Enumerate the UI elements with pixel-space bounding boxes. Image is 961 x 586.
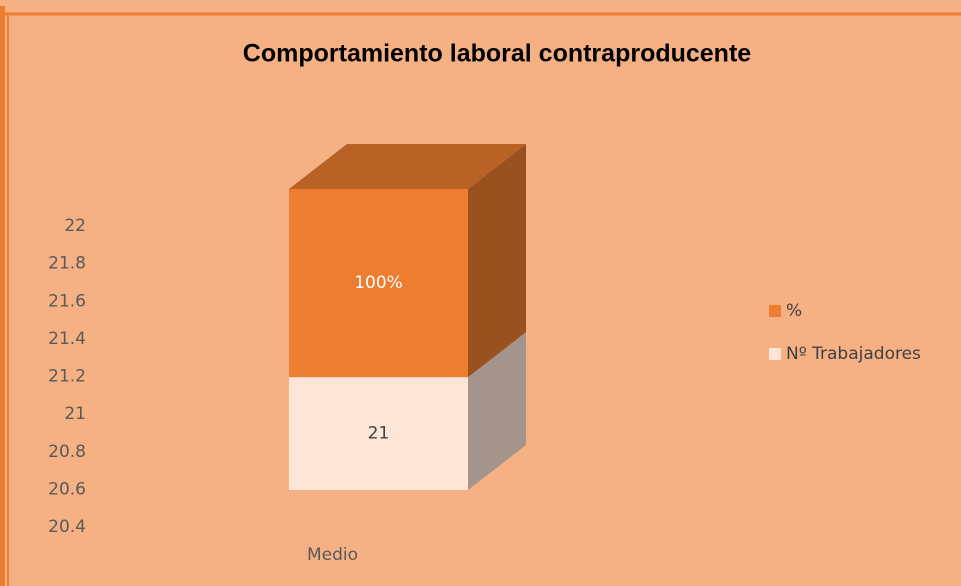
data-label: 100% [354, 273, 403, 293]
y-tick-label: 21.2 [48, 367, 86, 387]
y-tick-label: 21.8 [48, 254, 86, 274]
data-label: 21 [368, 424, 390, 444]
legend-swatch [769, 305, 781, 317]
legend-label: Nº Trabajadores [786, 344, 921, 364]
y-tick-label: 21.6 [48, 291, 86, 311]
y-tick-label: 21 [64, 404, 86, 424]
x-tick-label: Medio [307, 545, 358, 565]
bar-top [289, 144, 526, 189]
legend-label: % [786, 301, 802, 321]
legend-swatch [769, 348, 781, 360]
y-tick-label: 20.4 [48, 517, 86, 537]
bar-side [468, 332, 526, 490]
y-tick-label: 21.4 [48, 329, 86, 349]
y-tick-label: 22 [64, 216, 86, 236]
chart-title: Comportamiento laboral contraproducente [243, 40, 751, 68]
y-tick-label: 20.8 [48, 442, 86, 462]
bar-front [289, 377, 468, 490]
bar-side [468, 144, 526, 378]
bar-front [289, 189, 468, 378]
y-tick-label: 20.6 [48, 479, 86, 499]
